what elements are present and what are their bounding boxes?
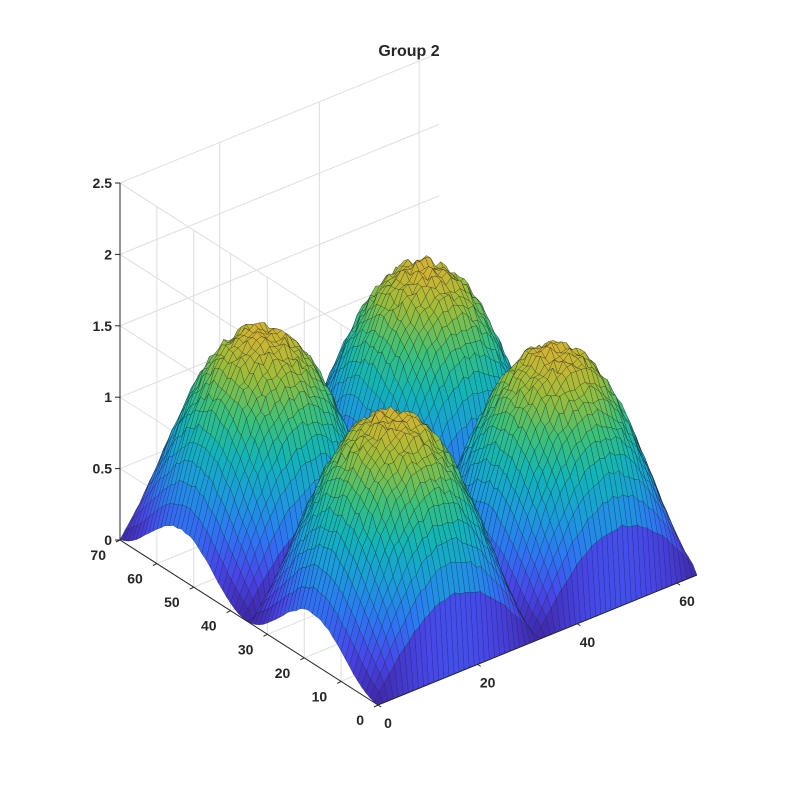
- y-tick: [300, 657, 305, 661]
- y-tick-label: 10: [312, 688, 328, 704]
- y-tick-label: 70: [90, 547, 106, 563]
- y-tick-label: 60: [127, 571, 143, 587]
- y-tick: [189, 586, 194, 590]
- z-tick-label: 1: [104, 389, 112, 405]
- y-tick-label: 40: [201, 618, 217, 634]
- grid-line: [119, 182, 379, 349]
- y-tick: [226, 610, 231, 614]
- grid-line: [119, 123, 440, 255]
- y-tick: [373, 704, 379, 708]
- x-tick-label: 0: [384, 715, 392, 731]
- z-tick-label: 0: [104, 532, 112, 548]
- y-tick-label: 0: [356, 712, 364, 728]
- y-tick: [263, 633, 268, 637]
- grid-line: [119, 195, 440, 327]
- grid-line: [119, 52, 440, 184]
- y-axis-line: [119, 539, 379, 706]
- y-tick-label: 20: [275, 665, 291, 681]
- x-tick: [377, 704, 382, 708]
- x-tick: [577, 623, 581, 627]
- x-tick-label: 20: [480, 674, 496, 690]
- x-tick-label: 40: [580, 634, 596, 650]
- z-tick-label: 2: [104, 246, 112, 262]
- z-tick-label: 2.5: [93, 175, 113, 191]
- y-tick-label: 30: [238, 641, 254, 657]
- z-tick-label: 0.5: [93, 461, 113, 477]
- x-axis-line: [377, 574, 698, 706]
- x-tick-label: 60: [679, 593, 695, 609]
- y-tick-label: 50: [164, 594, 180, 610]
- x-tick: [676, 582, 681, 586]
- z-tick-label: 1.5: [93, 318, 113, 334]
- chart-title: Group 2: [378, 43, 439, 60]
- y-tick: [336, 680, 342, 684]
- surface-mesh: [119, 255, 698, 706]
- x-tick: [477, 663, 481, 667]
- y-tick: [152, 563, 158, 567]
- axes-lines: [115, 182, 698, 708]
